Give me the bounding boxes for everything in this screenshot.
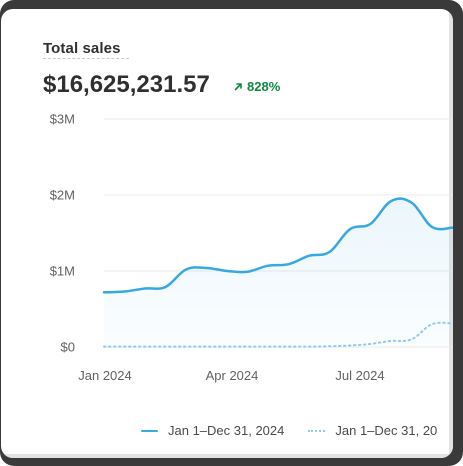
solid-line-swatch: [141, 429, 158, 432]
y-tick-label: $0: [61, 340, 75, 355]
title-underline: [43, 58, 129, 59]
sales-area-fill: [104, 198, 453, 347]
legend-label-comparison: Jan 1–Dec 31, 20: [335, 423, 438, 438]
card-edge-bottom: [1, 454, 453, 458]
card-title[interactable]: Total sales: [43, 40, 121, 57]
change-percentage: 828%: [247, 79, 281, 94]
arrow-up-right-icon: [234, 83, 242, 91]
total-sales-card[interactable]: Total sales $16,625,231.57 828% $3M $2M $1…: [1, 9, 453, 458]
y-tick-label: $2M: [50, 188, 75, 203]
legend-item-current[interactable]: Jan 1–Dec 31, 2024: [141, 423, 284, 438]
comparison-series-line: [103, 321, 453, 348]
y-tick-label: $1M: [50, 264, 75, 279]
x-tick-label: Apr 2024: [206, 368, 259, 383]
dotted-line-swatch: [308, 429, 326, 432]
total-sales-value: $16,625,231.57: [43, 71, 210, 98]
legend-item-comparison[interactable]: Jan 1–Dec 31, 20: [308, 423, 437, 438]
legend-label-current: Jan 1–Dec 31, 2024: [168, 423, 285, 438]
x-tick-label: Jan 2024: [78, 368, 132, 383]
chart-legend: Jan 1–Dec 31, 2024 Jan 1–Dec 31, 20: [141, 423, 453, 438]
y-tick-label: $3M: [50, 112, 75, 127]
current-series-line: [102, 197, 453, 294]
change-badge: 828%: [233, 79, 280, 94]
x-tick-label: Jul 2024: [335, 368, 384, 383]
